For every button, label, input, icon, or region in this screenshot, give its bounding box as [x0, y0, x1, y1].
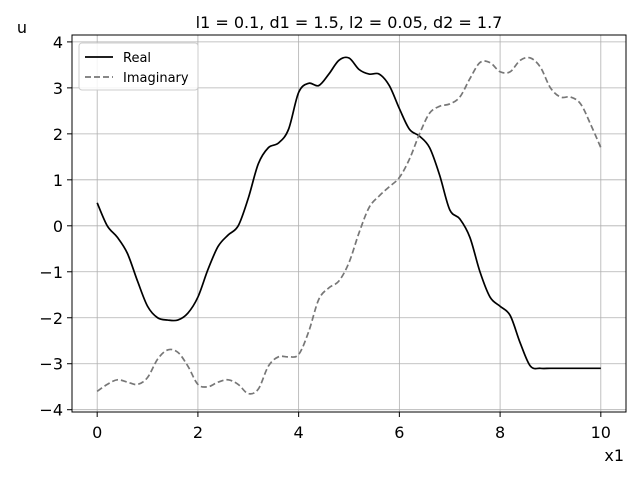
x-tick-label: 6	[394, 423, 404, 442]
series-line-real	[96, 56, 601, 370]
x-axis-label: x1	[604, 446, 624, 465]
y-tick-label: 4	[53, 33, 63, 52]
y-tick-label: −4	[39, 401, 63, 420]
y-axis-label: u	[17, 18, 27, 37]
x-tick-label: 4	[294, 423, 304, 442]
y-tick-label: −3	[39, 355, 63, 374]
series-line-imaginary	[96, 56, 602, 395]
chart-title: l1 = 0.1, d1 = 1.5, l2 = 0.05, d2 = 1.7	[196, 13, 503, 32]
legend-box	[78, 42, 199, 91]
legend: Real Imaginary	[78, 42, 199, 91]
x-tick-label: 10	[591, 423, 611, 442]
legend-label-real: Real	[123, 51, 151, 66]
legend-label-imaginary: Imaginary	[123, 71, 189, 86]
y-tick-label: −2	[39, 309, 63, 328]
series-layer	[96, 56, 602, 395]
y-tick-label: 1	[53, 171, 63, 190]
x-tick-label: 0	[92, 423, 102, 442]
y-tick-label: −1	[39, 263, 63, 282]
y-tick-label: 0	[53, 217, 63, 236]
x-tick-label: 8	[495, 423, 505, 442]
x-tick-label: 2	[193, 423, 203, 442]
grid	[72, 35, 626, 412]
y-tick-label: 2	[53, 125, 63, 144]
plot-frame	[71, 34, 627, 413]
y-tick-label: 3	[53, 79, 63, 98]
ticks: 0 2 4 6 8 10 −4 −3 −2 −1 0 1 2 3 4	[39, 33, 611, 442]
